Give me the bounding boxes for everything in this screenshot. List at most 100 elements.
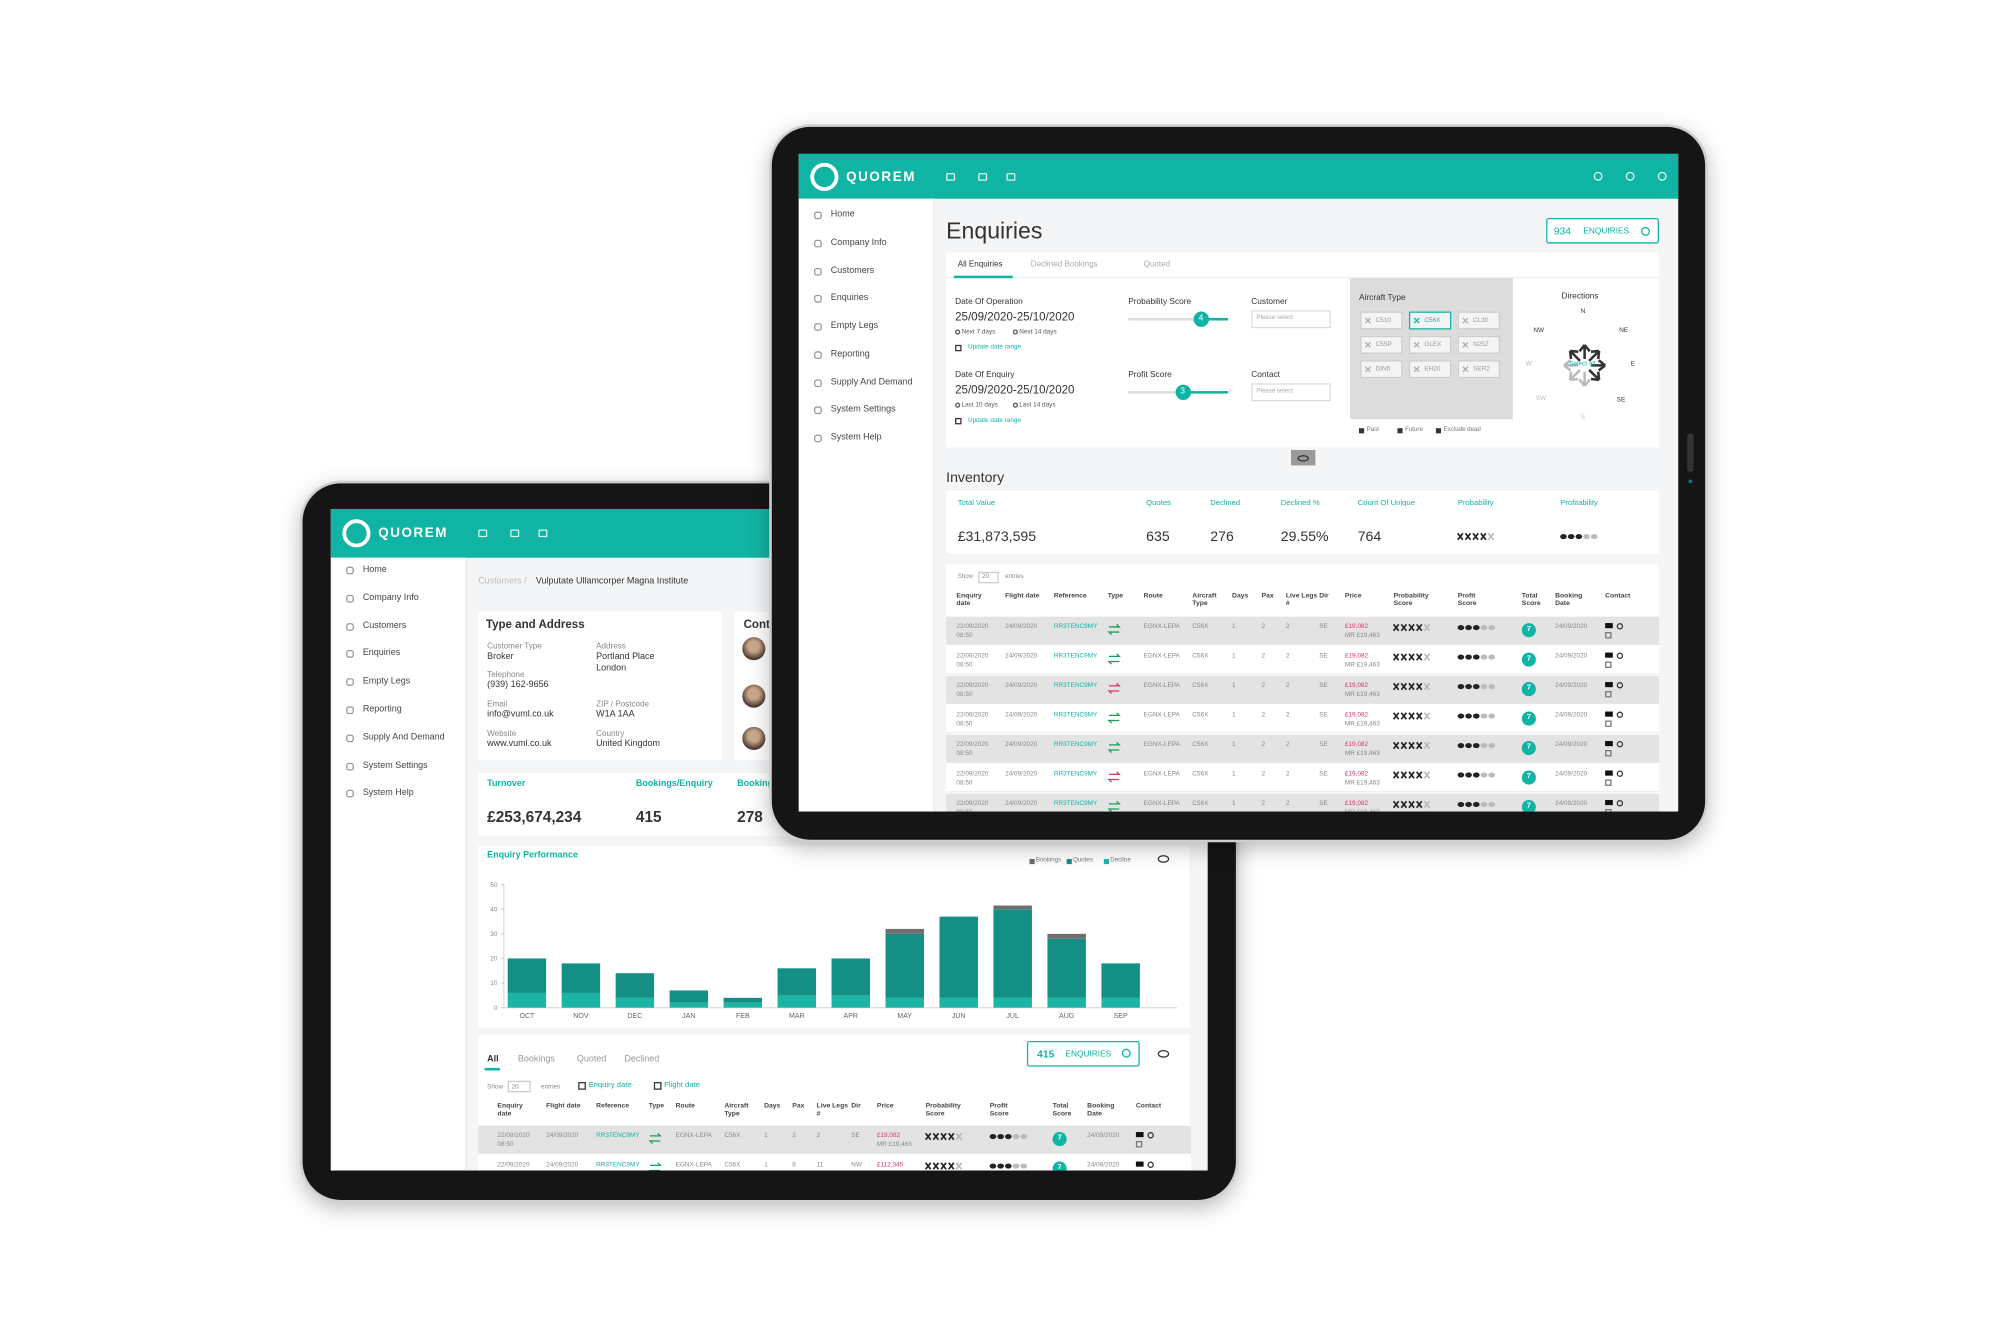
select-all[interactable]: Select all <box>1569 360 1596 368</box>
tab[interactable]: All Enquiries <box>957 260 1003 270</box>
sidebar-item[interactable]: Supply And Demand <box>362 733 445 743</box>
aircraft-option[interactable] <box>1360 360 1403 379</box>
select[interactable] <box>1251 310 1331 329</box>
contact-box[interactable] <box>1605 632 1612 639</box>
contact-mail[interactable] <box>1135 1161 1144 1167</box>
sidebar-item[interactable]: Enquiries <box>830 293 869 303</box>
sidebar-item[interactable]: System Settings <box>830 405 896 415</box>
header-icon[interactable] <box>538 529 548 538</box>
tab[interactable]: Quoted <box>1143 260 1171 270</box>
header-icon[interactable] <box>510 529 520 538</box>
date-filter[interactable]: Flight date <box>664 1082 701 1090</box>
checkbox[interactable] <box>1358 428 1365 434</box>
radio[interactable] <box>1012 402 1018 408</box>
direction-label[interactable]: N <box>1580 307 1586 316</box>
contact-mail[interactable] <box>1605 652 1613 658</box>
sidebar-item[interactable]: Enquiries <box>362 649 401 659</box>
header-icon[interactable] <box>1006 172 1016 181</box>
contact-box[interactable] <box>1605 779 1612 786</box>
tab[interactable]: Quoted <box>576 1055 607 1065</box>
aircraft-option[interactable] <box>1360 335 1403 354</box>
sidebar-item[interactable]: Reporting <box>362 705 402 715</box>
tab[interactable]: Declined Bookings <box>1030 260 1098 270</box>
entries-select[interactable] <box>507 1080 531 1093</box>
contact-box[interactable] <box>1605 661 1612 668</box>
aircraft-option[interactable] <box>1457 360 1500 379</box>
tab[interactable]: Bookings <box>517 1055 555 1065</box>
radio[interactable] <box>1012 329 1018 335</box>
contact-mail[interactable] <box>1605 682 1613 688</box>
direction-label[interactable]: NW <box>1533 326 1545 335</box>
aircraft-option[interactable] <box>1457 335 1500 354</box>
direction-label[interactable]: NE <box>1619 326 1629 335</box>
header-icon[interactable] <box>978 172 988 181</box>
sidebar-item[interactable]: Empty Legs <box>362 677 411 687</box>
contact-mail[interactable] <box>1605 799 1613 806</box>
contact-mail[interactable] <box>1605 741 1613 747</box>
aircraft-option[interactable] <box>1408 311 1452 330</box>
count-badge[interactable] <box>1546 217 1659 244</box>
checkbox[interactable] <box>1435 428 1442 434</box>
contact-mail[interactable] <box>1605 623 1613 629</box>
contact-box[interactable] <box>1135 1141 1143 1148</box>
date-filter[interactable]: Enquiry date <box>588 1082 632 1090</box>
contact-phone[interactable] <box>1147 1132 1154 1139</box>
entries-select[interactable] <box>978 571 999 584</box>
eye-toggle[interactable] <box>1157 855 1170 863</box>
contact-phone[interactable] <box>1616 799 1624 807</box>
contact-box[interactable] <box>1605 720 1612 727</box>
contact-phone[interactable] <box>1616 711 1624 718</box>
sidebar-item[interactable]: Company Info <box>362 593 419 603</box>
tab[interactable]: All <box>487 1055 499 1065</box>
contact-phone[interactable] <box>1616 652 1624 659</box>
contact-box[interactable] <box>1605 808 1612 812</box>
sidebar-item[interactable]: System Help <box>362 788 414 798</box>
count-badge[interactable] <box>1026 1041 1140 1067</box>
contact-mail[interactable] <box>1605 770 1613 776</box>
contact-phone[interactable] <box>1616 682 1624 689</box>
aircraft-option[interactable] <box>1408 360 1452 379</box>
checkbox[interactable] <box>1397 428 1403 434</box>
sidebar-item[interactable]: Empty Legs <box>830 321 879 331</box>
header-icon[interactable] <box>1625 171 1635 181</box>
sidebar-item[interactable]: Company Info <box>830 238 887 248</box>
aircraft-option[interactable] <box>1360 311 1403 330</box>
contact-mail[interactable] <box>1135 1132 1144 1138</box>
sidebar-item[interactable]: Customers <box>830 266 875 275</box>
select[interactable] <box>1251 383 1331 402</box>
sidebar-item[interactable]: Supply And Demand <box>830 377 913 387</box>
contact-box[interactable] <box>1605 749 1612 757</box>
sidebar-item[interactable]: Customers <box>362 621 407 631</box>
sidebar-item[interactable]: Home <box>830 210 855 220</box>
slider-handle[interactable] <box>1193 311 1209 327</box>
slider-handle[interactable] <box>1175 384 1191 400</box>
header-icon[interactable] <box>1657 171 1667 181</box>
direction-label[interactable]: W <box>1525 360 1532 368</box>
breadcrumb-item[interactable]: Customers <box>478 576 522 586</box>
direction-label[interactable]: SW <box>1535 394 1547 403</box>
update-link[interactable]: Update date range <box>967 416 1022 425</box>
sidebar-item[interactable]: System Help <box>830 433 882 443</box>
radio[interactable] <box>955 402 961 408</box>
contact-phone[interactable] <box>1616 623 1624 630</box>
tab[interactable]: Declined <box>624 1055 660 1065</box>
header-icon[interactable] <box>478 529 488 538</box>
sidebar-item[interactable]: System Settings <box>362 761 428 770</box>
sidebar-item[interactable]: Home <box>362 565 387 575</box>
sidebar-item[interactable]: Reporting <box>830 349 870 359</box>
direction-label[interactable]: E <box>1630 360 1636 368</box>
aircraft-option[interactable] <box>1457 311 1500 330</box>
direction-label[interactable]: S <box>1580 414 1586 422</box>
header-icon[interactable] <box>946 172 956 181</box>
update-link[interactable]: Update date range <box>967 343 1022 352</box>
header-icon[interactable] <box>1593 171 1603 181</box>
radio[interactable] <box>955 329 961 335</box>
contact-box[interactable] <box>1605 691 1612 698</box>
contact-mail[interactable] <box>1605 711 1613 717</box>
contact-phone[interactable] <box>1616 770 1624 777</box>
eye-toggle[interactable] <box>1157 1049 1170 1058</box>
aircraft-option[interactable] <box>1408 335 1452 354</box>
contact-phone[interactable] <box>1616 741 1624 748</box>
direction-label[interactable]: SE <box>1616 396 1626 404</box>
contact-phone[interactable] <box>1147 1161 1154 1168</box>
